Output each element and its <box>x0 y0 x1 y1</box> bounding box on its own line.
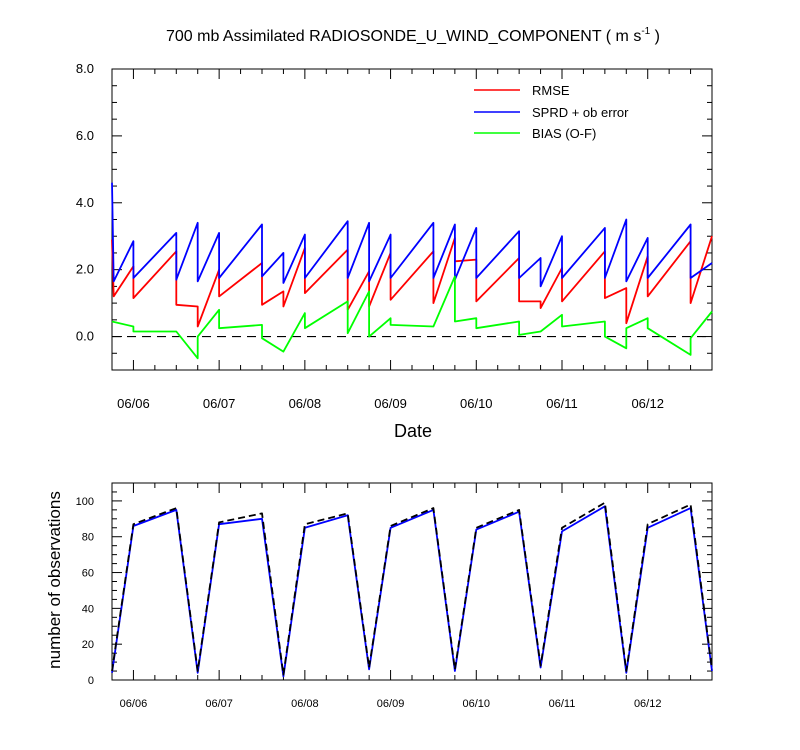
y-tick-label: 8.0 <box>76 61 94 76</box>
series-line-observations-total <box>111 501 713 676</box>
x-tick-label: 06/08 <box>289 396 322 411</box>
legend: RMSE SPRD + ob error BIAS (O-F) <box>474 83 629 141</box>
bottom-plot-tick-labels: 06/06 06/07 06/08 06/09 06/10 06/11 06/12 0 20 40… <box>76 496 662 710</box>
x-tick-label: 06/06 <box>120 698 148 710</box>
series-line-sprd-ob-error <box>111 182 713 288</box>
x-tick-label: 06/12 <box>631 396 664 411</box>
y-tick-label: 20 <box>82 639 94 651</box>
top-plot-series <box>111 182 713 360</box>
y-tick-label: 6.0 <box>76 128 94 143</box>
x-axis-label: Date <box>394 421 432 441</box>
x-tick-label: 06/09 <box>374 396 407 411</box>
legend-label-bias: BIAS (O-F) <box>532 126 596 141</box>
top-plot-ticks <box>111 68 713 371</box>
chart-title-unit-exponent: -1 <box>641 26 650 37</box>
y-tick-label: 80 <box>82 532 94 544</box>
chart-title-main: 700 mb Assimilated RADIOSONDE_U_WIND_COM… <box>166 28 641 45</box>
top-plot-tick-labels: 06/06 06/07 06/08 06/09 06/10 06/11 06/12 0.0 2.… <box>76 61 664 411</box>
x-tick-label: 06/12 <box>634 698 662 710</box>
y-axis-label-observations: number of observations <box>45 491 64 669</box>
bottom-plot-ticks <box>111 482 713 681</box>
x-tick-label: 06/06 <box>117 396 150 411</box>
y-tick-label: 2.0 <box>76 262 94 277</box>
x-tick-label: 06/10 <box>463 698 491 710</box>
x-tick-label: 06/11 <box>546 396 578 411</box>
y-tick-label: 0.0 <box>76 329 94 344</box>
x-tick-label: 06/10 <box>460 396 493 411</box>
y-tick-label: 40 <box>82 603 94 615</box>
x-tick-label: 06/07 <box>205 698 233 710</box>
x-tick-label: 06/11 <box>549 698 576 710</box>
x-tick-label: 06/07 <box>203 396 236 411</box>
x-tick-label: 06/08 <box>291 698 319 710</box>
chart-title-end: ) <box>650 28 660 45</box>
bottom-plot-frame <box>111 482 713 681</box>
bottom-plot-series <box>111 501 713 678</box>
legend-label-sprd: SPRD + ob error <box>532 105 629 120</box>
x-tick-label: 06/09 <box>377 698 405 710</box>
legend-label-rmse: RMSE <box>532 83 570 98</box>
series-line-bias-o-f <box>111 275 713 360</box>
series-line-rmse <box>111 235 713 328</box>
top-plot: 06/06 06/07 06/08 06/09 06/10 06/11 06/12 0.0 2.… <box>76 61 713 411</box>
y-tick-label: 60 <box>82 568 94 580</box>
y-tick-label: 0 <box>88 675 94 687</box>
series-line-observations-used <box>111 505 713 678</box>
y-tick-label: 4.0 <box>76 195 94 210</box>
chart-title: 700 mb Assimilated RADIOSONDE_U_WIND_COM… <box>166 26 660 45</box>
y-tick-label: 100 <box>76 496 94 508</box>
bottom-plot: 06/06 06/07 06/08 06/09 06/10 06/11 06/12 0 20 40… <box>76 482 713 710</box>
